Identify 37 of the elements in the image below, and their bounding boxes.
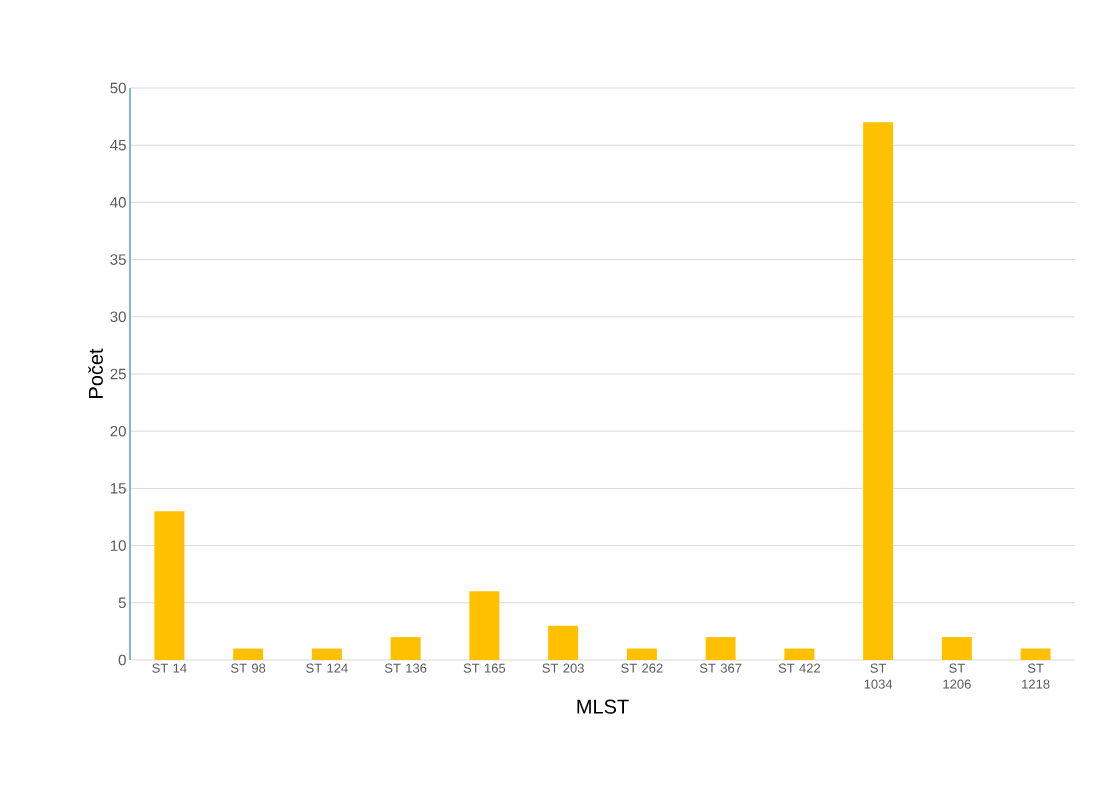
bar — [311, 648, 342, 660]
y-tick-label: 50 — [110, 82, 126, 94]
y-tick-label: 25 — [110, 368, 126, 380]
bar — [784, 648, 815, 660]
y-tick-label: 45 — [110, 139, 126, 151]
y-tick-label: 35 — [110, 254, 126, 265]
bar — [469, 591, 500, 660]
x-tick-label: ST 14 — [152, 663, 187, 673]
bar — [548, 625, 579, 660]
x-tick-label: ST 203 — [542, 663, 584, 673]
x-tick-label: ST 422 — [778, 663, 821, 673]
bar — [233, 648, 264, 660]
x-tick-label: ST 98 — [231, 663, 266, 673]
x-tick-label: ST 1206 — [943, 663, 971, 689]
y-tick-label: 40 — [110, 197, 126, 208]
x-tick-label: ST 124 — [306, 663, 348, 673]
x-tick-label: ST 1034 — [864, 663, 893, 689]
x-tick-label: ST 367 — [699, 663, 742, 673]
bar — [390, 637, 421, 660]
bar — [941, 637, 972, 660]
x-axis-title: MLST — [577, 699, 629, 714]
y-tick-label: 15 — [110, 483, 126, 494]
bar — [863, 122, 894, 660]
bar — [1020, 648, 1051, 660]
bar — [626, 648, 657, 660]
y-tick-label: 10 — [110, 540, 126, 551]
x-tick-label: ST 262 — [621, 663, 663, 673]
y-axis-title: Počet — [88, 348, 103, 398]
y-tick-label: 30 — [110, 311, 126, 323]
y-tick-label: 0 — [118, 654, 126, 666]
x-tick-label: ST 1218 — [1022, 663, 1050, 689]
y-tick-label: 20 — [110, 425, 126, 437]
x-tick-label: ST 136 — [384, 663, 427, 673]
bar — [154, 511, 185, 660]
x-tick-label: ST 165 — [463, 663, 506, 673]
y-tick-label: 5 — [118, 597, 126, 609]
bar — [705, 637, 736, 660]
